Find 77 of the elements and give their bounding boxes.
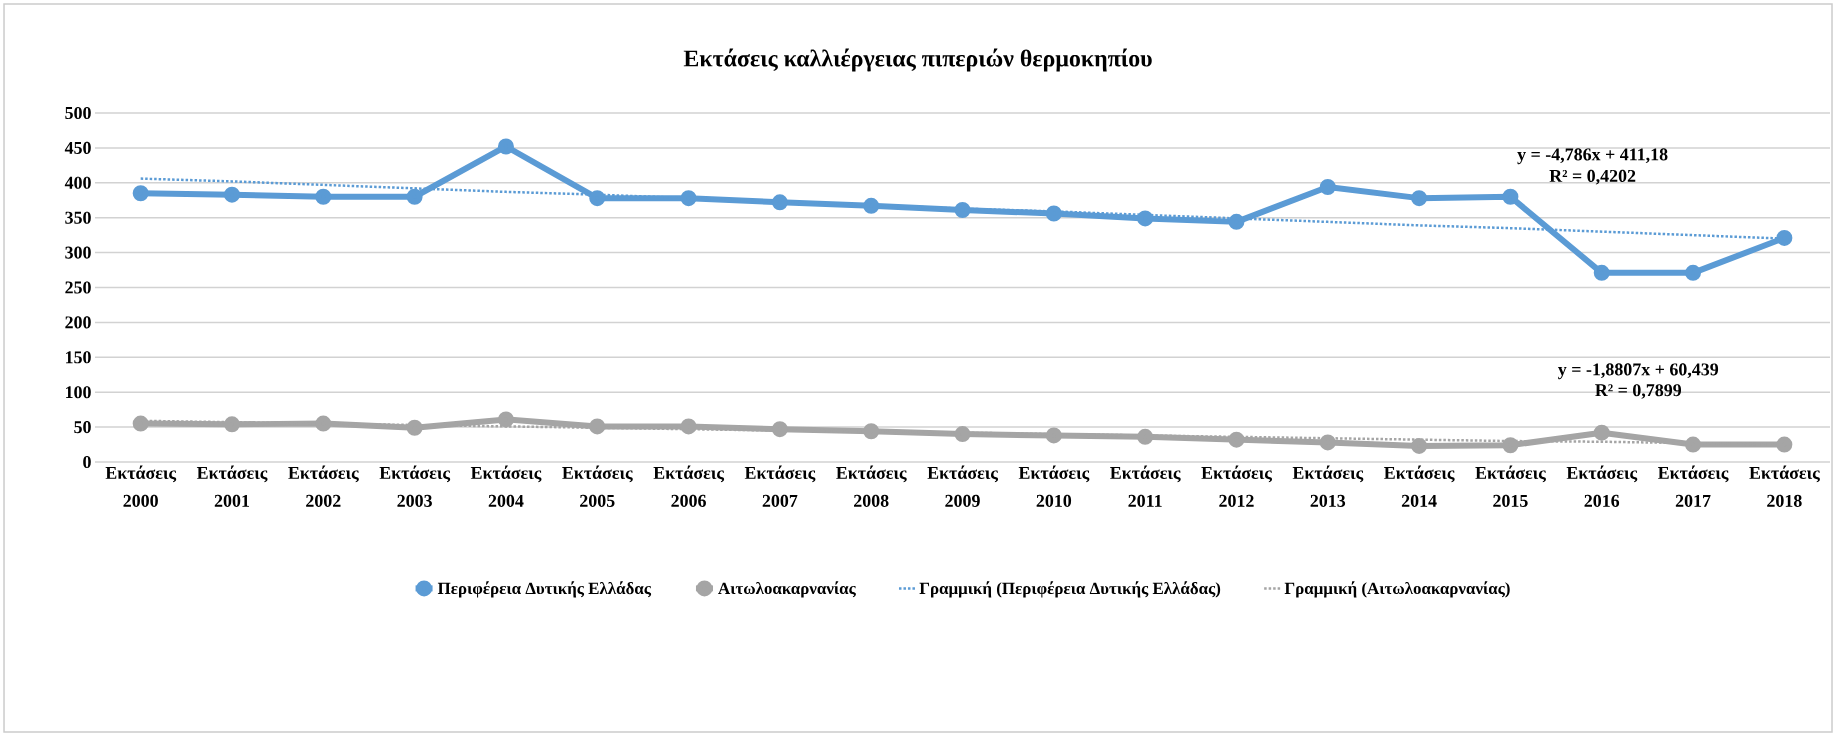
point <box>1228 431 1245 448</box>
y-tick-label: 350 <box>65 211 91 224</box>
chart-title: Εκτάσεις καλλιέργειας πιπεριών θερμοκηπίου <box>683 48 1152 72</box>
y-tick-label: 450 <box>64 141 91 154</box>
point <box>315 415 332 432</box>
point <box>406 419 423 436</box>
point <box>132 415 149 432</box>
x-tick-label: Εκτάσεις 2001 <box>196 465 268 507</box>
x-tick-label: Εκτάσεις 2012 <box>1201 465 1273 507</box>
point <box>1776 229 1793 246</box>
x-tick-label: Εκτάσεις 2017 <box>1657 465 1729 507</box>
x-tick-label: Εκτάσεις 2010 <box>1018 465 1090 507</box>
point <box>1593 424 1610 441</box>
legend-label: Αιτωλοακαρνανίας <box>718 581 856 598</box>
annotation: y = -4,786x + 411,18 <box>1517 148 1668 165</box>
x-tick-label: Εκτάσεις 2002 <box>288 465 359 507</box>
point <box>1319 178 1336 195</box>
point <box>223 186 240 203</box>
x-tick-label: Εκτάσεις 2014 <box>1384 465 1455 507</box>
legend-label: Περιφέρεια Δυτικής Ελλάδας <box>437 581 652 598</box>
point <box>954 202 971 219</box>
y-tick-label: 150 <box>66 351 91 364</box>
x-tick-label: Εκτάσεις 2005 <box>562 465 633 507</box>
point <box>1685 264 1702 281</box>
y-tick-label: 500 <box>65 106 91 120</box>
x-tick-label: Εκτάσεις 2016 <box>1566 465 1638 507</box>
annotation: R² = 0,7899 <box>1595 384 1682 399</box>
point <box>1228 213 1245 230</box>
point <box>497 138 514 155</box>
point <box>1045 205 1062 222</box>
point <box>771 194 788 211</box>
point <box>223 416 240 433</box>
x-tick-label: Εκτάσεις 2000 <box>105 465 177 507</box>
x-tick-label: Εκτάσεις 2008 <box>836 465 907 507</box>
point <box>315 188 332 205</box>
legend-label: Γραμμική (Περιφέρεια Δυτικής Ελλάδας) <box>919 581 1221 598</box>
y-tick-label: 100 <box>66 386 91 399</box>
point <box>406 188 423 205</box>
point <box>1593 264 1610 281</box>
x-tick-label: Εκτάσεις 2009 <box>927 465 999 507</box>
point <box>589 190 606 207</box>
point <box>954 426 971 443</box>
point <box>1685 436 1702 453</box>
y-tick-label: 50 <box>74 421 91 434</box>
x-tick-label: Εκτάσεις 2011 <box>1110 465 1181 507</box>
point <box>132 185 149 202</box>
point <box>771 421 788 438</box>
x-tick-label: Εκτάσεις 2015 <box>1475 465 1546 507</box>
legend-label: Γραμμική (Αιτωλοακαρνανίας) <box>1284 581 1510 598</box>
point <box>863 423 880 440</box>
annotation: y = -1,8807x + 60,439 <box>1557 363 1719 380</box>
y-tick-label: 0 <box>83 455 91 469</box>
point <box>680 190 697 207</box>
point <box>1045 427 1062 444</box>
y-tick-label: 200 <box>65 316 91 329</box>
point <box>1137 428 1154 445</box>
x-tick-label: Εκτάσεις 2018 <box>1749 465 1820 507</box>
x-tick-label: Εκτάσεις 2003 <box>379 465 451 507</box>
x-tick-label: Εκτάσεις 2006 <box>653 465 725 507</box>
point <box>680 418 697 435</box>
y-tick-label: 300 <box>65 246 91 259</box>
point <box>1502 188 1519 205</box>
point <box>1319 434 1336 451</box>
point <box>1411 190 1428 207</box>
x-tick-label: Εκτάσεις 2013 <box>1292 465 1364 507</box>
x-tick-label: Εκτάσεις 2004 <box>470 465 542 507</box>
point <box>1776 436 1793 453</box>
point <box>1502 437 1519 454</box>
annotation: R² = 0,4202 <box>1549 169 1636 185</box>
point <box>1411 437 1428 454</box>
point <box>497 411 514 428</box>
y-tick-label: 250 <box>65 281 91 294</box>
point <box>863 197 880 214</box>
y-tick-label: 400 <box>64 176 91 189</box>
x-tick-label: Εκτάσεις 2007 <box>744 465 816 507</box>
point <box>1137 210 1154 227</box>
point <box>589 418 606 435</box>
